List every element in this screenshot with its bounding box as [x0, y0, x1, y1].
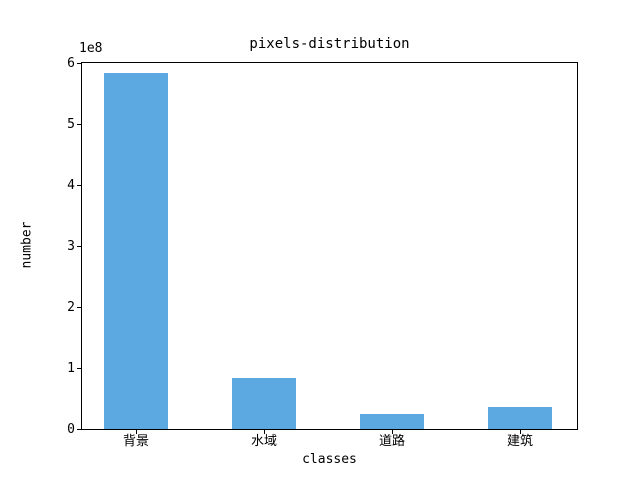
y-tick-label: 2 — [67, 300, 75, 315]
x-axis-label: classes — [302, 452, 357, 467]
y-tick-mark — [77, 185, 81, 186]
y-tick-mark — [77, 246, 81, 247]
y-tick-mark — [77, 307, 81, 308]
bar-2 — [232, 378, 296, 429]
y-tick-label: 1 — [67, 361, 75, 376]
x-tick-label: 背景 — [122, 434, 149, 449]
y-tick-label: 3 — [67, 239, 75, 254]
x-tick-label: 道路 — [378, 434, 405, 449]
y-tick-mark — [77, 124, 81, 125]
y-axis-label: number — [19, 221, 35, 269]
x-tick-mark — [520, 430, 521, 434]
x-tick-mark — [264, 430, 265, 434]
x-tick-label: 建筑 — [506, 434, 533, 449]
x-tick-mark — [136, 430, 137, 434]
bar-3 — [360, 414, 424, 429]
bar-4 — [488, 407, 552, 429]
x-tick-label: 水域 — [250, 434, 277, 449]
y-tick-label: 5 — [67, 117, 75, 132]
bar-1 — [104, 73, 168, 429]
y-tick-label: 4 — [67, 178, 75, 193]
y-tick-mark — [77, 429, 81, 430]
y-tick-mark — [77, 368, 81, 369]
y-tick-mark — [77, 63, 81, 64]
x-tick-mark — [392, 430, 393, 434]
y-tick-label: 6 — [67, 56, 75, 71]
y-tick-label: 0 — [67, 422, 75, 437]
plot-area: 背景 水域 道路 建筑 0 1 2 3 4 5 6 — [67, 57, 578, 449]
chart-title: pixels-distribution — [249, 36, 410, 52]
y-axis-offset-label: 1e8 — [79, 41, 103, 56]
